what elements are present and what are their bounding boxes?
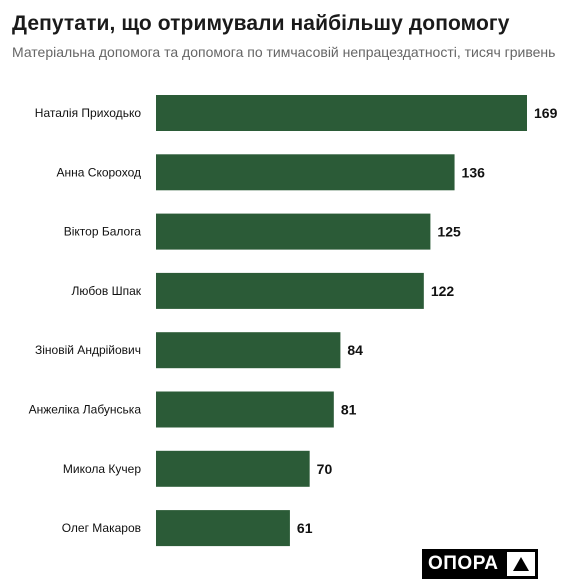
- value-label: 122: [431, 283, 455, 299]
- category-label: Микола Кучер: [63, 462, 141, 476]
- category-label: Анжеліка Лабунська: [29, 403, 142, 417]
- category-label: Зіновій Андрійович: [35, 343, 141, 357]
- value-label: 169: [534, 105, 558, 121]
- bar: [156, 450, 310, 487]
- chart-subtitle: Матеріальна допомога та допомога по тимч…: [12, 44, 556, 60]
- value-label: 125: [437, 224, 461, 240]
- value-label: 136: [462, 164, 486, 180]
- value-label: 81: [341, 402, 357, 418]
- opora-logo: ОПОРА: [422, 549, 539, 579]
- bar: [156, 391, 334, 428]
- value-label: 61: [297, 520, 313, 536]
- bar: [156, 272, 424, 309]
- bar: [156, 213, 431, 250]
- category-label: Любов Шпак: [71, 284, 141, 298]
- chart-title: Депутати, що отримували найбільшу допомо…: [12, 12, 510, 35]
- triangle-logo-icon: [504, 549, 539, 579]
- bar: [156, 510, 290, 547]
- logo-text: ОПОРА: [428, 553, 499, 574]
- bar: [156, 95, 527, 131]
- bar: [156, 154, 455, 191]
- category-label: Віктор Балога: [64, 225, 142, 239]
- category-label: Анна Скороход: [57, 165, 141, 179]
- bar: [156, 332, 341, 369]
- category-label: Олег Макаров: [62, 521, 141, 535]
- value-label: 84: [347, 342, 363, 358]
- value-label: 70: [317, 461, 333, 477]
- category-label: Наталія Приходько: [35, 106, 142, 120]
